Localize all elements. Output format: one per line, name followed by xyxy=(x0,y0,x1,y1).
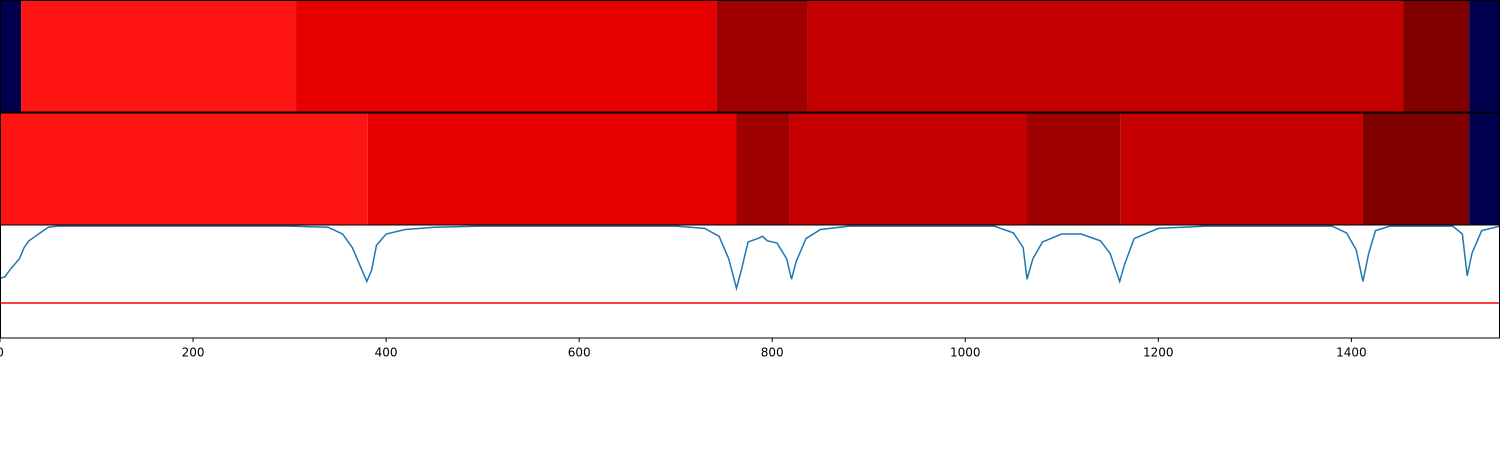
segment xyxy=(716,0,808,112)
segment xyxy=(296,0,717,112)
x-tick-label: 1200 xyxy=(1143,346,1174,360)
segment xyxy=(0,0,22,112)
x-tick-label: 1000 xyxy=(950,346,981,360)
segment xyxy=(807,0,1404,112)
segment xyxy=(1362,113,1470,225)
x-tick-label: 600 xyxy=(568,346,591,360)
segment xyxy=(1403,0,1470,112)
data-line xyxy=(0,225,1500,292)
segment xyxy=(736,113,790,225)
x-tick-label: 200 xyxy=(182,346,205,360)
segment xyxy=(367,113,737,225)
segment xyxy=(0,113,368,225)
segment xyxy=(1469,113,1500,225)
segment xyxy=(789,113,1028,225)
x-tick-label: 800 xyxy=(761,346,784,360)
segment xyxy=(21,0,297,112)
segment xyxy=(1027,113,1121,225)
x-tick-label: 0 xyxy=(0,346,4,360)
x-tick-label: 1400 xyxy=(1336,346,1367,360)
x-tick-label: 400 xyxy=(375,346,398,360)
segment xyxy=(1469,0,1500,112)
segment xyxy=(1120,113,1363,225)
